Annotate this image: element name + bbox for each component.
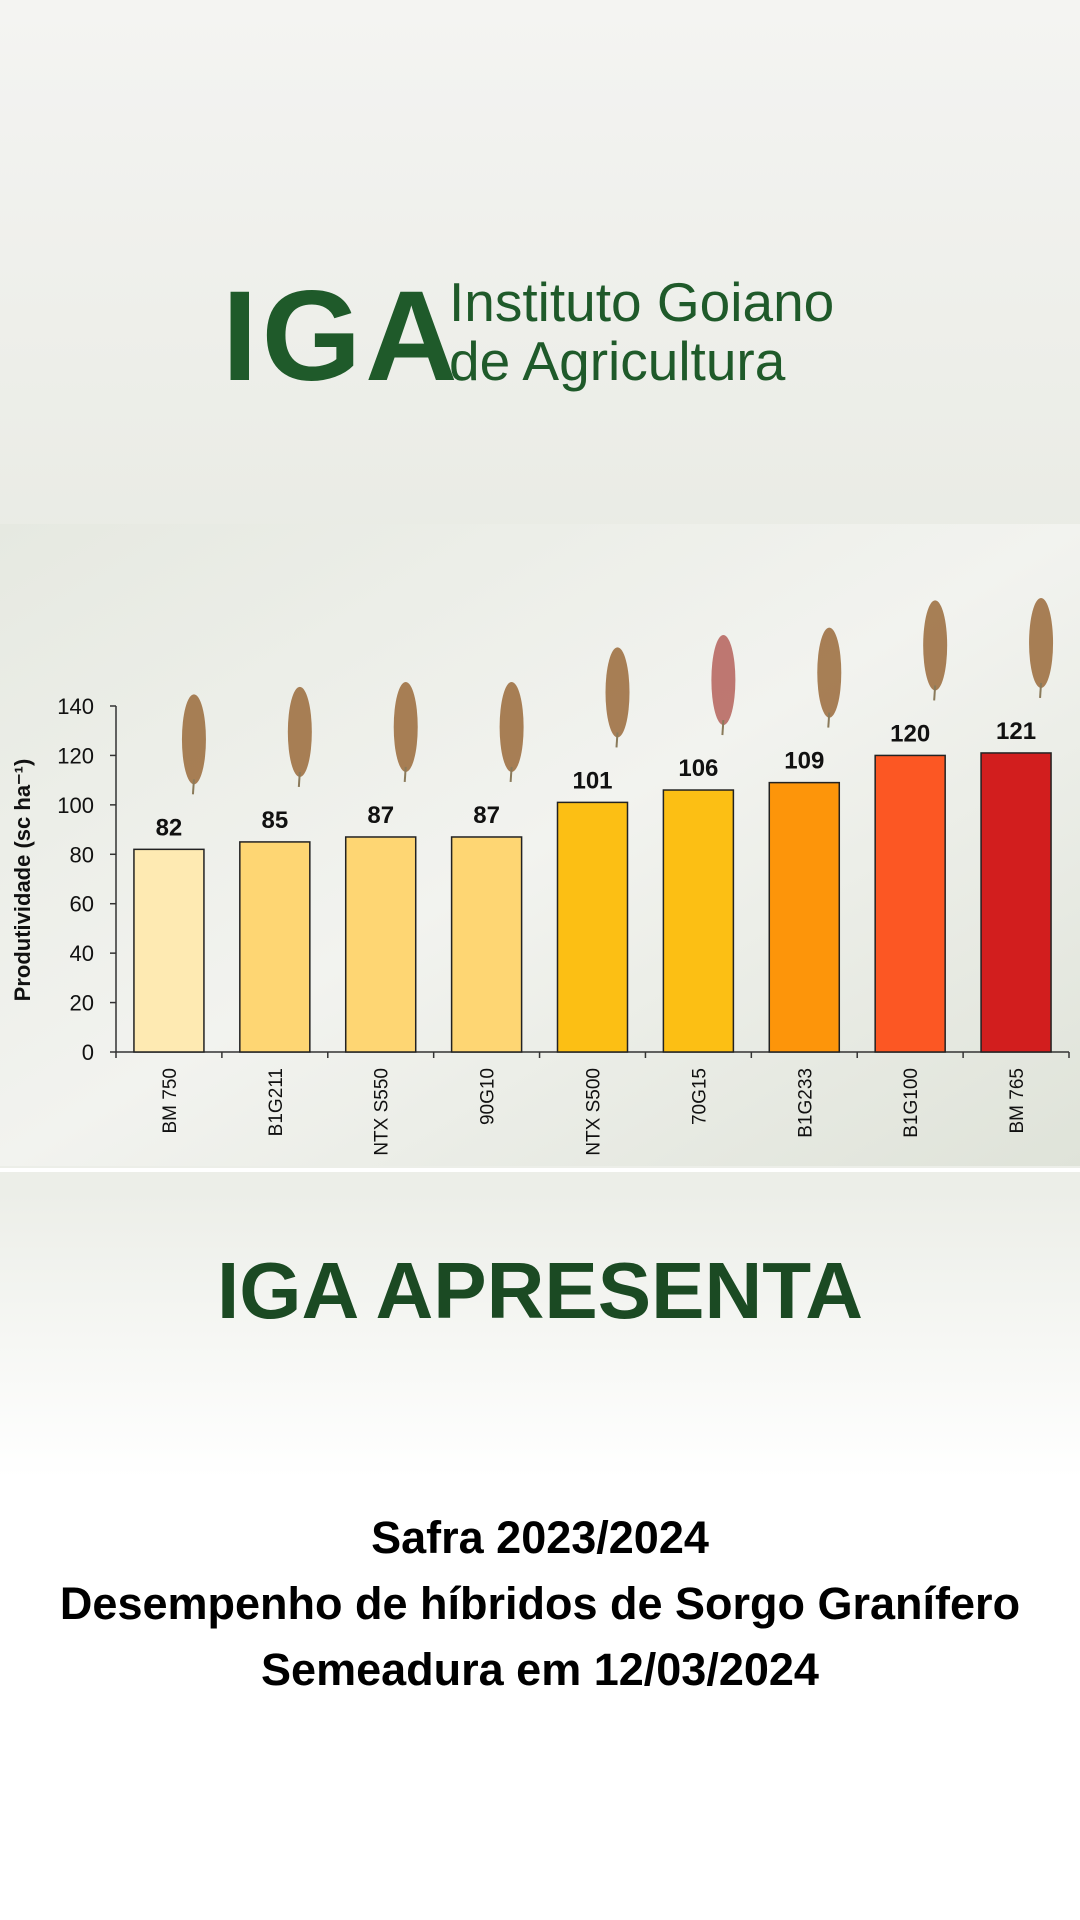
bar <box>133 848 205 1053</box>
x-tick-label: 90G10 <box>478 1068 499 1125</box>
y-tick-label: 100 <box>57 793 94 818</box>
x-tick-label: NTX S550 <box>372 1068 393 1156</box>
panicle-stem <box>1039 682 1043 699</box>
panicle <box>923 600 948 691</box>
y-tick-label: 60 <box>70 892 94 917</box>
y-tick-label: 0 <box>82 1040 94 1065</box>
y-tick-label: 40 <box>70 941 94 966</box>
y-axis-title: Produtividade (sc ha⁻¹) <box>10 759 35 1002</box>
caption-line: Desempenho de híbridos de Sorgo Granífer… <box>60 1578 1020 1629</box>
x-tick-label: B1G233 <box>795 1068 816 1138</box>
value-label: 87 <box>473 802 500 829</box>
bar <box>874 754 946 1053</box>
y-tick-label: 120 <box>57 743 94 768</box>
panicle <box>287 686 312 777</box>
logo-line: de Agricultura <box>449 330 786 392</box>
panicle-stem <box>827 712 831 728</box>
value-label: 109 <box>784 748 824 775</box>
x-tick-label: B1G211 <box>266 1068 287 1136</box>
caption-line: Semeadura em 12/03/2024 <box>261 1644 819 1695</box>
caption-line: Safra 2023/2024 <box>371 1512 709 1563</box>
panicle-stem <box>191 779 195 795</box>
panicle-stem <box>933 685 937 701</box>
value-label: 121 <box>996 718 1036 745</box>
value-label: 120 <box>890 720 930 747</box>
value-label: 101 <box>572 767 612 794</box>
value-label: 87 <box>367 802 394 829</box>
x-tick-label: B1G100 <box>901 1068 922 1138</box>
panicle <box>499 681 524 772</box>
bar <box>556 801 629 1053</box>
panicle <box>1029 597 1054 688</box>
value-label: 85 <box>261 807 288 834</box>
panicle <box>393 681 418 772</box>
bar <box>239 841 311 1053</box>
heading: IGA APRESENTA <box>217 1246 863 1335</box>
y-tick-label: 140 <box>57 694 94 719</box>
panicle <box>817 627 842 718</box>
panicle <box>181 694 206 785</box>
logo-line: Instituto Goiano <box>449 271 834 333</box>
x-tick-label: BM 750 <box>160 1068 181 1133</box>
panicle-stem <box>721 719 725 736</box>
panicle-stem <box>615 732 619 748</box>
value-label: 106 <box>678 755 718 782</box>
panicle-stem <box>509 766 513 783</box>
panicle <box>711 635 736 726</box>
logo: IGA Instituto Goiano de Agricultura <box>222 265 834 408</box>
y-tick-label: 80 <box>70 842 94 867</box>
bar <box>980 752 1052 1053</box>
x-tick-label: NTX S500 <box>584 1068 605 1156</box>
bar <box>450 836 523 1053</box>
bar <box>768 781 841 1053</box>
y-tick-label: 20 <box>70 991 94 1016</box>
x-tick-label: BM 765 <box>1007 1068 1028 1133</box>
panicle-stem <box>297 771 301 787</box>
panicle-stem <box>403 766 407 783</box>
value-label: 82 <box>156 814 183 841</box>
x-tick-label: 70G15 <box>689 1068 710 1125</box>
panicle <box>605 647 630 738</box>
bar <box>662 789 735 1053</box>
bar <box>344 836 417 1053</box>
logo-mark: IGA <box>222 265 462 408</box>
